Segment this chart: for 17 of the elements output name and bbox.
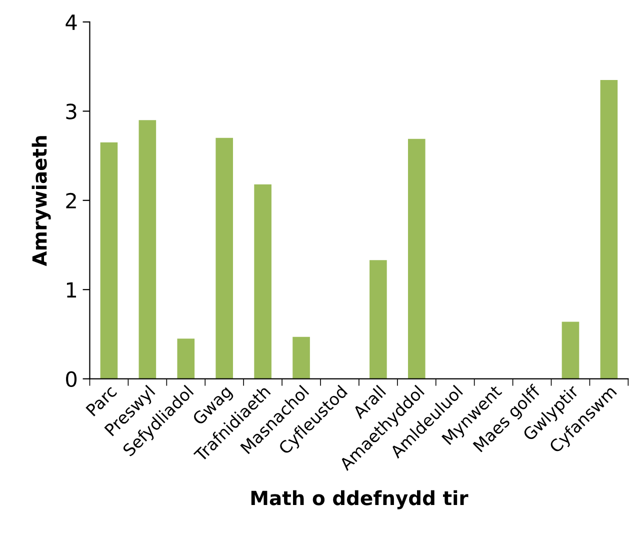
y-tick-label: 3 — [66, 104, 76, 120]
bar — [216, 138, 234, 379]
bar — [600, 80, 618, 379]
bar — [562, 322, 580, 379]
bar — [100, 142, 118, 379]
y-tick-label: 4 — [66, 14, 77, 30]
bar — [292, 336, 310, 379]
bar — [370, 260, 387, 379]
bar — [254, 184, 272, 379]
y-tick-label: 0 — [66, 371, 77, 388]
y-tick-label: 1 — [66, 282, 76, 298]
bar — [177, 338, 195, 379]
y-axis-title: Amrywiaeth — [32, 136, 51, 266]
bar — [138, 120, 156, 379]
y-tick-label: 2 — [66, 192, 76, 208]
x-axis-title: Math o ddefnydd tir — [251, 490, 468, 510]
bar — [408, 138, 426, 379]
